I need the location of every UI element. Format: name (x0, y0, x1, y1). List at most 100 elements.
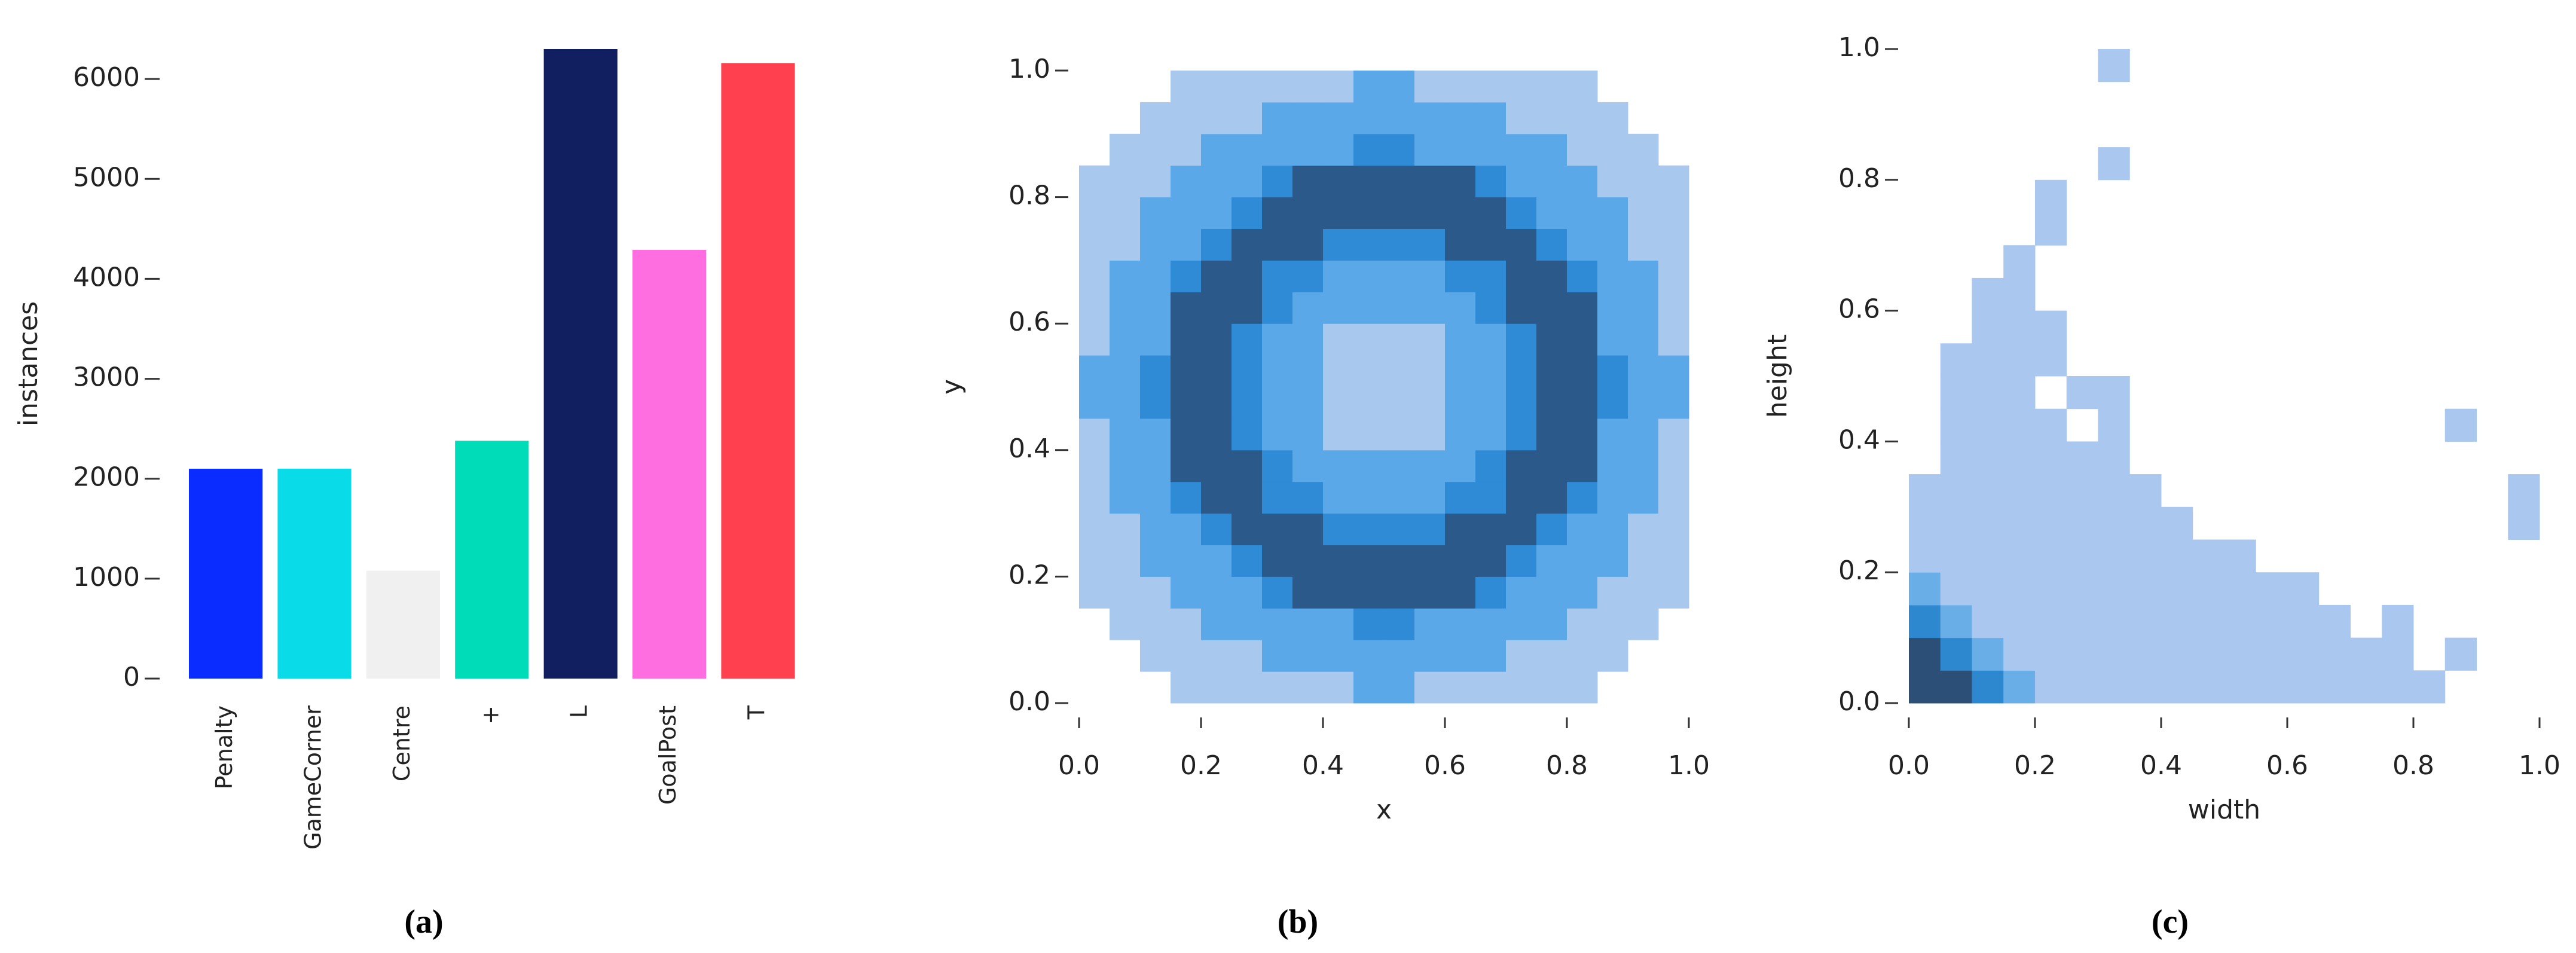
heat-cell (2444, 408, 2477, 442)
heat-cell (2003, 604, 2036, 639)
heat-cell (1567, 102, 1598, 135)
x-tick-label: 0.6 (1424, 750, 1466, 781)
heat-cell (2508, 638, 2540, 671)
heat-cell (1972, 277, 2004, 311)
heat-cell (1536, 165, 1567, 198)
heat-cell (2224, 474, 2256, 507)
heat-cell (2067, 114, 2098, 147)
heat-cell (2287, 278, 2319, 311)
heat-cell (2129, 343, 2161, 376)
heat-cell (1506, 165, 1537, 198)
heat-cell (2098, 147, 2130, 181)
heat-cell (1384, 102, 1415, 135)
x-tick-label: 0.2 (2014, 750, 2056, 781)
heat-cell (2287, 507, 2319, 540)
heat-cell (1658, 292, 1689, 324)
heat-cell (2477, 213, 2508, 246)
heat-cell (1972, 506, 2004, 540)
heat-cell (1940, 604, 1972, 639)
heat-cell (1110, 513, 1141, 545)
heat-cell (2224, 343, 2256, 376)
heat-cell (1140, 671, 1171, 703)
heat-cell (1658, 71, 1689, 102)
heat-cell (1353, 228, 1385, 261)
heat-cell (2413, 311, 2445, 344)
heat-cell (1292, 102, 1324, 135)
y-tick-label: 0.2 (1009, 560, 1050, 590)
heat-cell (2445, 311, 2477, 344)
heat-cell (2066, 637, 2098, 671)
heat-cell (2319, 82, 2351, 115)
heat-cell (1536, 197, 1567, 229)
heat-cell (2098, 114, 2130, 147)
heat-cell (2003, 474, 2036, 508)
heat-cell (2413, 572, 2445, 605)
heat-cell (2192, 604, 2224, 639)
heat-cell (1262, 292, 1293, 324)
heat-cell (1201, 355, 1232, 387)
y-tick-label: 0.6 (1009, 307, 1050, 337)
heat-cell (1536, 513, 1567, 545)
heat-cell (2319, 409, 2351, 442)
heat-cell (2067, 278, 2098, 311)
heat-cell (1414, 545, 1446, 577)
heat-cell (1445, 387, 1476, 419)
heat-cell (1940, 539, 1972, 573)
heat-cell (2445, 180, 2477, 213)
heat-cell (2256, 82, 2287, 115)
heat-cell (1262, 481, 1293, 514)
heat-cell (2287, 49, 2319, 82)
heat-cell (2161, 82, 2193, 115)
heat-cell (1140, 323, 1171, 356)
heat-cell (2161, 278, 2193, 311)
heat-cell (1506, 576, 1537, 609)
heat-cell (1110, 323, 1141, 356)
y-tick-label: 0.6 (1838, 294, 1880, 325)
heat-cell (1628, 260, 1659, 292)
heat-cell (2256, 540, 2287, 573)
x-tick-label: 1.0 (2519, 750, 2560, 781)
heat-cell (2161, 180, 2193, 213)
heat-cell (2508, 409, 2540, 442)
heat-cell (1414, 165, 1446, 198)
heat-cell (2382, 637, 2414, 671)
heat-cell (2256, 637, 2288, 671)
heat-cell (1140, 102, 1171, 135)
heat-cell (1597, 323, 1628, 356)
heat-cell (2003, 310, 2036, 344)
heat-cell (2382, 376, 2413, 409)
heat-cell (1475, 576, 1507, 609)
heat-cell (2098, 572, 2130, 606)
heat-cell (2508, 311, 2540, 344)
heat-cell (2413, 540, 2445, 573)
heat-cell (1658, 545, 1689, 577)
heat-cell (2445, 114, 2477, 147)
heat-cell (2129, 506, 2162, 540)
heat-cell (1972, 441, 2004, 475)
heat-cell (1597, 133, 1628, 166)
heat-cell (1140, 71, 1171, 102)
heat-cell (2193, 213, 2224, 246)
heat-cell (1262, 671, 1293, 704)
heat-cell (1262, 608, 1293, 640)
heat-cell (1475, 228, 1507, 261)
heat-cell (1628, 576, 1659, 609)
heat-cell (1353, 387, 1385, 419)
heat-cell (1353, 102, 1385, 135)
heat-cell (1140, 387, 1171, 419)
heat-cell (2319, 213, 2351, 246)
heat-cell (2350, 670, 2382, 704)
heat-cell (1628, 133, 1659, 166)
heat-cell (2351, 441, 2382, 474)
heat-cell (1506, 323, 1537, 356)
heat-cell (1506, 102, 1537, 135)
heat-cell (1171, 323, 1202, 356)
heat-cell (1232, 292, 1263, 324)
heat-cell (1445, 71, 1476, 103)
heat-cell (2445, 572, 2477, 605)
heat-cell (1475, 260, 1507, 292)
heat-cell (1079, 608, 1110, 640)
y-tick-label: 6000 (73, 62, 140, 93)
heat-cell (1292, 450, 1324, 482)
heat-cell (1909, 474, 1941, 508)
